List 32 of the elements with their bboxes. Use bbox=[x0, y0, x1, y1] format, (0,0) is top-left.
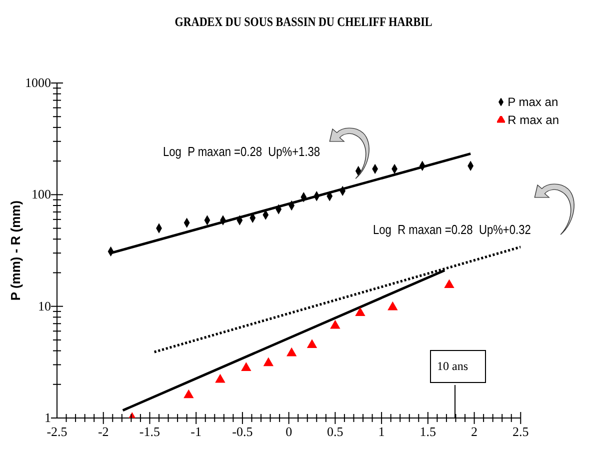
x-tick-label: 2 bbox=[471, 424, 478, 439]
x-tick-label: 0.5 bbox=[327, 424, 344, 439]
x-tick-label: 2.5 bbox=[512, 424, 529, 439]
point bbox=[306, 339, 318, 348]
x-tick-label: -1 bbox=[190, 424, 202, 439]
y-tick-label: 1 bbox=[44, 410, 51, 425]
y-tick-label: 10 bbox=[38, 298, 51, 314]
x-tick-label: 1.5 bbox=[420, 424, 436, 439]
point bbox=[241, 362, 252, 372]
annotation: 10 ans bbox=[430, 350, 486, 383]
point bbox=[215, 374, 226, 383]
chart-title: GRADEX DU SOUS BASSIN DU CHELIFF HARBIL bbox=[174, 14, 432, 29]
point bbox=[263, 357, 274, 366]
point bbox=[286, 347, 297, 356]
point bbox=[388, 301, 398, 310]
point bbox=[444, 279, 454, 288]
point bbox=[355, 307, 366, 316]
x-tick-label: -0.5 bbox=[232, 424, 253, 439]
annotation: Log P maxan =0.28 Up%+1.38 bbox=[163, 144, 320, 159]
legend-label: R max an bbox=[508, 112, 559, 129]
x-tick-label: -2.5 bbox=[46, 424, 68, 439]
point bbox=[184, 389, 194, 398]
legend-label: P max an bbox=[508, 94, 558, 111]
point bbox=[330, 320, 340, 329]
x-tick-label: 1 bbox=[378, 424, 385, 439]
y-tick-label: 1000 bbox=[25, 75, 51, 90]
y-tick-label: 100 bbox=[32, 186, 51, 202]
x-tick-label: -1.5 bbox=[139, 424, 160, 439]
annotation: Log R maxan =0.28 Up%+0.32 bbox=[373, 222, 531, 237]
x-tick-label: 0 bbox=[286, 424, 292, 439]
y-axis-title: P (mm) - R (mm) bbox=[8, 200, 23, 301]
x-tick-label: -2 bbox=[98, 424, 109, 439]
